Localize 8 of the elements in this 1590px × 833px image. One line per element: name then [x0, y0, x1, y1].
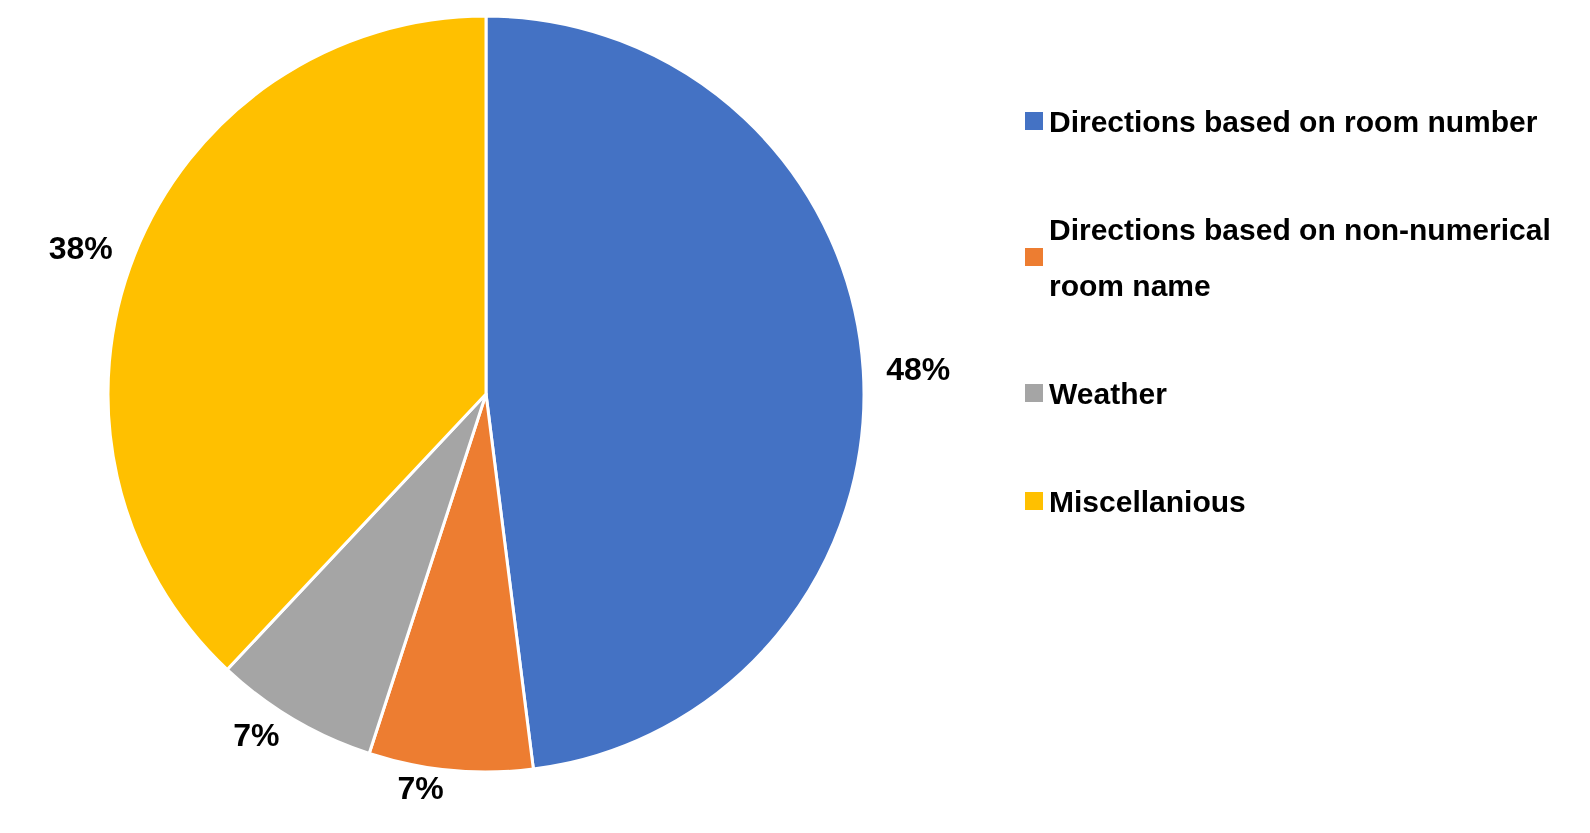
legend-label: Directions based on non-numerical room name: [1049, 212, 1560, 302]
legend-label: Directions based on room number: [1049, 104, 1538, 138]
data-label: 7%: [397, 770, 444, 807]
data-label: 38%: [48, 230, 113, 267]
data-label: 48%: [886, 351, 951, 388]
data-label: 7%: [233, 716, 280, 753]
legend-label: Weather: [1049, 376, 1168, 410]
legend-label: Miscellanious: [1049, 484, 1246, 518]
